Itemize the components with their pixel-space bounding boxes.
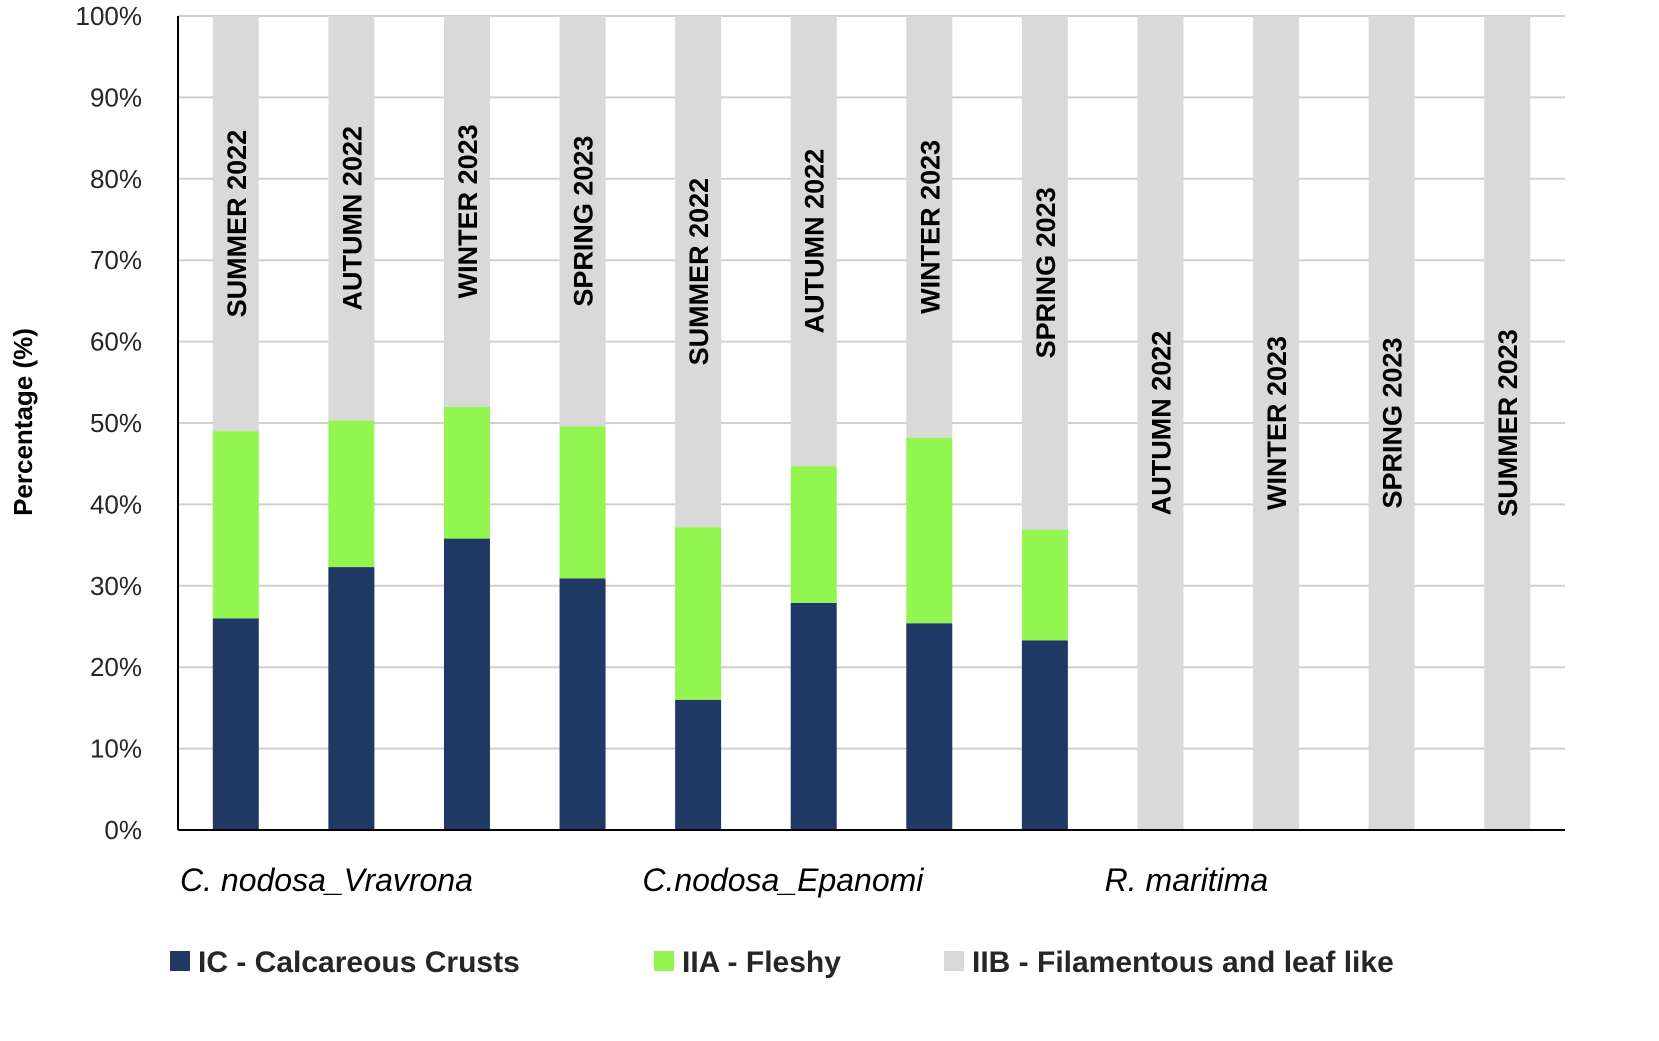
bar-segment <box>1137 16 1184 830</box>
bar-segment <box>1253 16 1300 830</box>
group-labels: C. nodosa_Vravrona C.nodosa_Epanomi R. mar… <box>180 862 1268 898</box>
y-tick-label: 10% <box>90 734 142 764</box>
legend-label: IC - Calcareous Crusts <box>198 946 520 979</box>
bar-label: SPRING 2023 <box>569 136 599 307</box>
bar-segment <box>1021 16 1068 530</box>
group-label: C. nodosa_Vravrona <box>180 862 473 898</box>
y-tick-label: 50% <box>90 408 142 438</box>
bar-segment <box>443 406 490 539</box>
bar-segment <box>328 16 375 421</box>
legend-swatch <box>944 951 964 971</box>
bar-segment <box>559 578 606 830</box>
axes <box>177 16 1565 831</box>
bar-segment <box>675 699 722 830</box>
bar-segment <box>790 602 837 830</box>
bar-segment <box>212 431 259 619</box>
bar-label: WINTER 2023 <box>915 140 945 314</box>
y-tick-label: 90% <box>90 82 142 112</box>
y-tick-label: 0% <box>104 815 142 845</box>
bar-label: WINTER 2023 <box>1262 336 1292 510</box>
bar-label: SPRING 2023 <box>1031 187 1061 358</box>
bar-segment <box>790 16 837 467</box>
group-label: C.nodosa_Epanomi <box>642 862 924 898</box>
bar-segment <box>1021 640 1068 830</box>
gridlines <box>178 15 1565 750</box>
bar-segment <box>559 16 606 427</box>
legend-swatch <box>654 951 674 971</box>
bar-label: AUTUMN 2022 <box>800 149 830 334</box>
y-tick-label: 40% <box>90 489 142 519</box>
bar-label: AUTUMN 2022 <box>337 126 367 311</box>
bar-segment <box>328 420 375 568</box>
bar-labels: SUMMER 2022 AUTUMN 2022 WINTER 2023 SPRING … <box>222 124 1523 516</box>
bar-label: SPRING 2023 <box>1378 337 1408 508</box>
bar-segment <box>1021 529 1068 641</box>
y-tick-labels: 0% 10% 20% 30% 40% 50% 60% 70% 80% 90% 100% <box>76 1 143 845</box>
bar-segment <box>790 466 837 603</box>
bar-segment <box>443 16 490 407</box>
bar-segment <box>559 426 606 579</box>
bars <box>212 16 1531 830</box>
bar-segment <box>906 437 953 624</box>
y-tick-label: 60% <box>90 327 142 357</box>
y-tick-label: 70% <box>90 245 142 275</box>
bar-segment <box>212 16 259 432</box>
y-axis-title: Percentage (%) <box>8 328 38 516</box>
bar-segment <box>906 623 953 830</box>
bar-label: SUMMER 2023 <box>1493 329 1523 517</box>
y-tick-label: 100% <box>76 1 143 31</box>
legend-swatch <box>170 951 190 971</box>
legend: IC - Calcareous Crusts IIA - Fleshy IIB - … <box>170 946 1394 979</box>
y-tick-label: 80% <box>90 164 142 194</box>
bar-label: WINTER 2023 <box>453 124 483 298</box>
bar-segment <box>675 16 722 528</box>
legend-label: IIB - Filamentous and leaf like <box>972 946 1394 979</box>
bar-segment <box>212 618 259 830</box>
bar-segment <box>675 527 722 700</box>
bar-segment <box>443 538 490 830</box>
bar-label: SUMMER 2022 <box>684 178 714 366</box>
y-tick-label: 20% <box>90 652 142 682</box>
legend-label: IIA - Fleshy <box>682 946 841 979</box>
bar-segment <box>906 16 953 438</box>
group-label: R. maritima <box>1105 862 1269 898</box>
bar-segment <box>1368 16 1415 830</box>
bar-label: SUMMER 2022 <box>222 130 252 318</box>
bar-label: AUTUMN 2022 <box>1146 331 1176 516</box>
y-tick-label: 30% <box>90 571 142 601</box>
bar-segment <box>1484 16 1531 830</box>
bar-segment <box>328 567 375 830</box>
